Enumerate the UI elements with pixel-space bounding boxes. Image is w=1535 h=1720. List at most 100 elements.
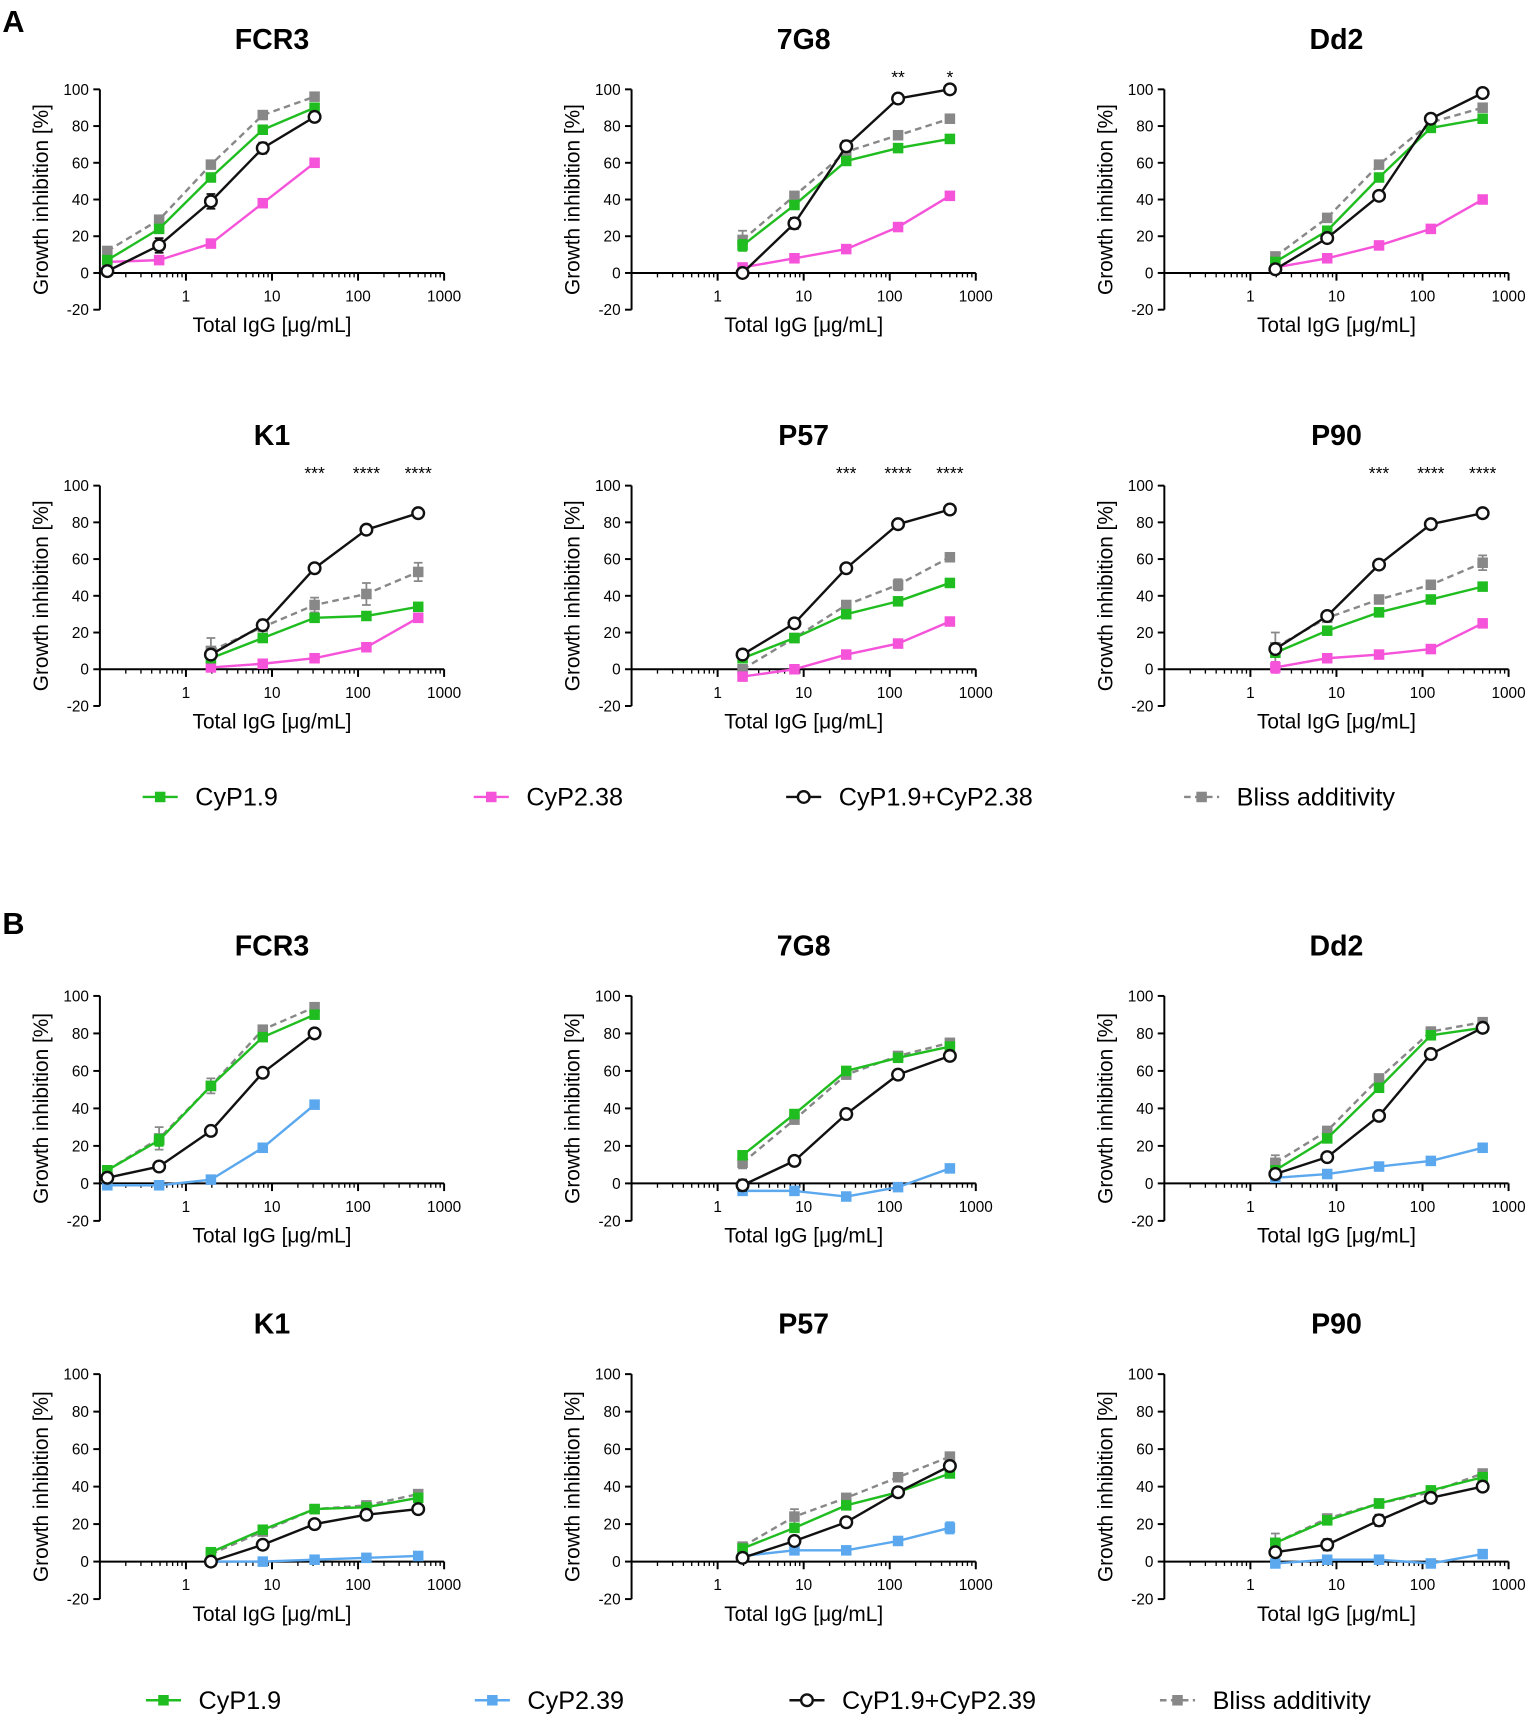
data-point [789, 190, 800, 202]
legend-label: CyP1.9+CyP2.38 [839, 784, 1033, 812]
data-point [839, 1515, 854, 1530]
chart-panel: 7G8 -20 0 20 40 60 80 100 1 10 100 1000 Total IgG [μ… [562, 24, 993, 337]
panel-title: P57 [778, 1309, 829, 1341]
y-tick-label: -20 [1131, 698, 1153, 715]
series-line [742, 1464, 951, 1559]
y-tick-label: 60 [604, 155, 621, 172]
y-tick-label: -20 [67, 1213, 89, 1230]
data-point [1268, 1167, 1283, 1182]
data-point [361, 1501, 372, 1513]
y-tick-label: -20 [598, 302, 620, 319]
x-axis-label: Total IgG [μg/mL] [1257, 1603, 1416, 1626]
panel-title: FCR3 [235, 24, 309, 56]
legend-label: CyP1.9 [195, 784, 278, 812]
y-tick-label: -20 [1131, 1213, 1153, 1230]
data-point [789, 1108, 800, 1120]
data-point [840, 649, 852, 660]
data-point [153, 223, 165, 235]
y-tick-label: 40 [1136, 588, 1153, 605]
data-point [944, 190, 956, 202]
y-axis-label: Growth inhibition [%] [1094, 500, 1117, 691]
legend-item: CyP1.9+CyP2.39 [789, 1687, 1036, 1715]
data-point [891, 1485, 906, 1500]
y-tick-label: 100 [1128, 988, 1154, 1005]
y-tick-label: -20 [67, 302, 89, 319]
data-point [789, 663, 800, 675]
y-tick-label: 60 [1136, 1442, 1153, 1459]
data-series [1270, 102, 1488, 262]
data-point [205, 172, 217, 183]
x-axis-label: Total IgG [μg/mL] [724, 1225, 883, 1248]
data-point [892, 129, 904, 141]
panel-title: Dd2 [1310, 930, 1364, 962]
data-point [257, 124, 269, 136]
data-series [203, 1502, 426, 1569]
data-point [1320, 1150, 1335, 1165]
y-axis-label: Growth inhibition [%] [562, 1391, 585, 1582]
y-tick-label: 80 [72, 1026, 89, 1043]
data-point [892, 1181, 904, 1193]
data-point [735, 1550, 750, 1565]
data-series [737, 1037, 956, 1170]
series-line [742, 194, 951, 269]
data-point [944, 1468, 956, 1479]
y-tick-label: 40 [604, 192, 621, 209]
data-series [1270, 1022, 1488, 1176]
y-tick-label: 0 [80, 265, 89, 282]
x-tick-label: 1000 [1492, 685, 1526, 702]
y-tick-label: 80 [1136, 119, 1153, 136]
chart-panel: K1 -20 0 20 40 60 80 100 1 10 100 1000 Total IgG [μg… [30, 1309, 461, 1626]
y-tick-label: 0 [612, 662, 621, 679]
data-point [412, 1550, 424, 1562]
data-point [309, 1503, 320, 1515]
data-point [1372, 1108, 1387, 1123]
y-tick-label: 40 [72, 1479, 89, 1496]
data-point [307, 1517, 322, 1532]
x-tick-label: 100 [877, 288, 903, 305]
chart-panel: K1 -20 0 20 40 60 80 100 1 10 100 1000 Total IgG [μg… [30, 420, 461, 733]
data-point [1425, 579, 1437, 591]
data-series [1270, 194, 1488, 273]
data-point [1270, 256, 1281, 268]
data-point [412, 1492, 424, 1504]
data-point [1477, 557, 1488, 569]
y-tick-label: 80 [72, 119, 89, 136]
data-point [787, 616, 802, 631]
series-line [106, 106, 316, 262]
data-point [737, 663, 748, 675]
data-point [1372, 1513, 1387, 1528]
data-point [1423, 1490, 1438, 1505]
data-series [737, 616, 956, 682]
y-tick-label: 20 [1136, 625, 1153, 642]
data-point [942, 1458, 957, 1474]
data-point [944, 113, 956, 124]
legend-label: Bliss additivity [1237, 784, 1396, 812]
data-point [942, 1048, 957, 1063]
data-point [1477, 113, 1488, 124]
data-point [102, 254, 113, 266]
data-series [737, 190, 956, 273]
data-point [411, 506, 426, 521]
data-point [361, 610, 372, 622]
data-point [257, 1031, 269, 1043]
data-point [840, 1492, 852, 1504]
x-tick-label: 1 [182, 288, 191, 305]
data-point [1373, 1554, 1385, 1565]
legend-marker [154, 791, 166, 803]
y-tick-label: 80 [604, 119, 621, 136]
series-line [1274, 106, 1483, 258]
data-series [735, 82, 957, 280]
panel-title: FCR3 [235, 930, 309, 962]
data-point [789, 632, 800, 644]
x-tick-label: 1 [713, 685, 722, 702]
y-tick-label: 100 [595, 82, 621, 99]
data-point [203, 194, 218, 209]
x-axis-label: Total IgG [μg/mL] [193, 1225, 352, 1248]
data-point [1475, 506, 1490, 521]
x-tick-label: 1 [1246, 1199, 1255, 1216]
y-tick-label: 20 [604, 625, 621, 642]
panel-title: 7G8 [777, 24, 831, 56]
data-point [1321, 652, 1333, 664]
